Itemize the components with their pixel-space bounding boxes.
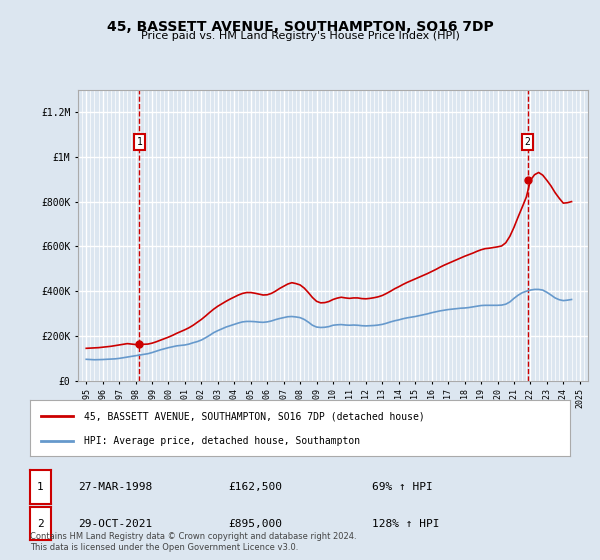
- Text: 27-MAR-1998: 27-MAR-1998: [78, 482, 152, 492]
- Text: 69% ↑ HPI: 69% ↑ HPI: [372, 482, 433, 492]
- Text: 1: 1: [136, 137, 142, 147]
- Text: 29-OCT-2021: 29-OCT-2021: [78, 519, 152, 529]
- Text: 45, BASSETT AVENUE, SOUTHAMPTON, SO16 7DP (detached house): 45, BASSETT AVENUE, SOUTHAMPTON, SO16 7D…: [84, 411, 425, 421]
- Text: Contains HM Land Registry data © Crown copyright and database right 2024.
This d: Contains HM Land Registry data © Crown c…: [30, 532, 356, 552]
- Text: 2: 2: [524, 137, 530, 147]
- Text: 128% ↑ HPI: 128% ↑ HPI: [372, 519, 439, 529]
- Text: HPI: Average price, detached house, Southampton: HPI: Average price, detached house, Sout…: [84, 436, 360, 446]
- Text: 2: 2: [37, 519, 44, 529]
- Text: 1: 1: [37, 482, 44, 492]
- Text: 45, BASSETT AVENUE, SOUTHAMPTON, SO16 7DP: 45, BASSETT AVENUE, SOUTHAMPTON, SO16 7D…: [107, 20, 493, 34]
- Text: Price paid vs. HM Land Registry's House Price Index (HPI): Price paid vs. HM Land Registry's House …: [140, 31, 460, 41]
- Text: £162,500: £162,500: [228, 482, 282, 492]
- Text: £895,000: £895,000: [228, 519, 282, 529]
